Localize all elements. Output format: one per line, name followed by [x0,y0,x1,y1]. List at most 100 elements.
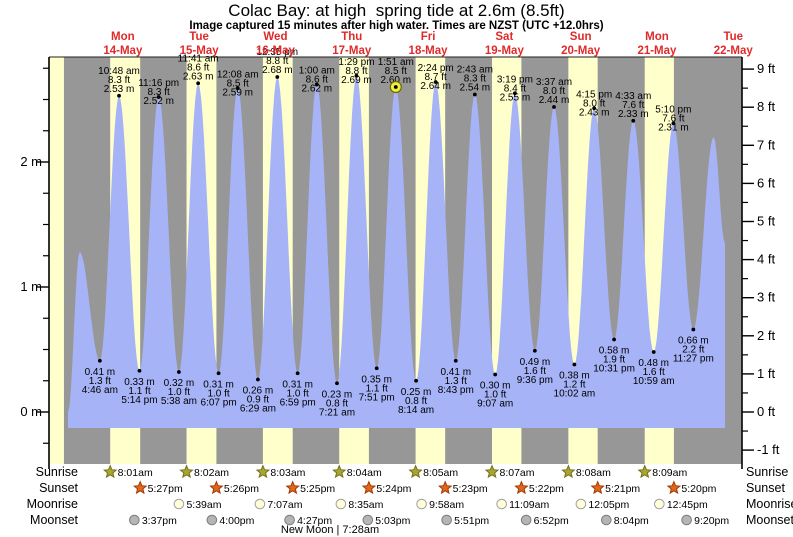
moonset-icon [362,514,374,526]
sunrise-row-label-right: Sunrise [746,465,789,479]
high-tide-annotation: 1:00 am 8.6 ft 2.62 m [299,66,335,95]
high-tide-annotation: 11:16 pm 8.3 ft 2.52 m [138,78,179,107]
high-tide-annotation: 2:24 pm 8.7 ft 2.64 m [418,63,454,92]
sunrise-time: 8:05am [423,467,458,479]
day-date: 19-May [485,45,525,57]
tide-extreme-dot [295,371,300,376]
day-date: 15-May [180,45,220,57]
moonset-icon [681,514,692,526]
chart-title: Colac Bay: at high spring tide at 2.6m (… [228,1,565,20]
sunrise-time: 8:04am [347,467,382,479]
sunrise-time: 8:03am [270,467,305,479]
day-date: 18-May [409,45,449,57]
sunset-icon [361,480,377,495]
tide-curve [68,75,725,429]
low-tide-annotation: 0.66 m 2.2 ft 11:27 pm [673,336,714,365]
sunset-time: 5:22pm [529,483,564,495]
low-tide-annotation: 0.41 m 1.3 ft 8:43 pm [438,367,474,396]
day-label: Mon 14-May [103,31,143,57]
moonset-row-label-left: Moonset [30,513,78,527]
tide-extreme-dot [374,366,379,371]
moonset-time: 5:03pm [375,515,410,527]
moonrise-time: 12:45pm [667,499,708,511]
day-label: Tue 15-May [180,31,220,57]
tide-extreme-dot [631,118,636,123]
low-tide-annotation: 0.32 m 1.0 ft 5:38 am [161,378,197,407]
high-tide-annotation: 3:19 pm 8.4 ft 2.55 m [497,74,533,103]
high-tide-annotation: 3:37 am 8.0 ft 2.44 m [536,77,572,106]
high-tide-annotation: 4:15 pm 8.0 ft 2.43 m [576,89,612,118]
day-label: Mon 21-May [637,31,677,57]
sunrise-time: 8:07am [500,467,535,479]
tide-extreme-dot [314,82,319,87]
moonrise-icon [173,498,185,510]
tide-extreme-dot [235,86,240,91]
low-tide-annotation: 0.49 m 1.6 ft 9:36 pm [517,357,553,386]
sunset-time: 5:24pm [376,483,411,495]
low-tide-annotation: 0.35 m 1.1 ft 7:51 pm [359,374,395,403]
sunset-row-label-right: Sunset [746,481,785,495]
day-label: Tue 22-May [714,31,754,57]
day-date: 22-May [714,45,754,57]
tide-extreme-dot [552,105,556,109]
tide-extreme-dot [592,106,597,111]
sunrise-icon [255,464,271,479]
tide-extreme-dot [433,80,438,84]
low-tide-annotation: 0.58 m 1.9 ft 10:31 pm [593,346,635,375]
low-tide-annotation: 0.41 m 1.3 ft 4:46 am [82,367,118,396]
right-axis-label: 4 ft [757,252,775,267]
sunset-icon [209,480,224,495]
sunrise-icon [102,464,118,479]
tide-extreme-dot [216,371,221,376]
moonrise-icon [575,498,587,510]
moonset-time: 8:04pm [614,515,649,527]
high-tide-annotation: 5:10 pm 7.6 ft 2.31 m [655,104,691,133]
tide-extreme-dot [472,92,477,97]
sunrise-time: 8:02am [194,467,229,479]
day-date: 17-May [332,45,372,57]
day-label: Wed 16-May [256,31,296,57]
low-tide-annotation: 0.31 m 1.0 ft 6:59 pm [280,379,316,408]
day-weekday: Tue [723,31,743,43]
sunset-row-label-left: Sunset [39,481,78,495]
tide-annotations: 0.41 m 1.3 ft 4:46 am 10:48 am 8.3 ft 2.53 m 0… [82,47,714,418]
chart-subtitle: Image captured 15 minutes after high wat… [189,20,604,32]
moonset-time: 6:52pm [534,515,569,527]
tide-extreme-dot [97,358,102,363]
daylight-band [49,57,64,464]
moonrise-icon [254,498,266,510]
moonset-time: 4:27pm [297,515,332,527]
tide-extreme-dot [177,370,181,374]
day-date: 16-May [256,45,296,57]
sunrise-row-label-left: Sunrise [35,465,78,479]
sunset-time: 5:26pm [224,483,259,495]
day-weekday: Fri [421,31,436,43]
tide-extreme-dot [671,121,676,126]
tide-extreme-dot [512,91,517,96]
moonrise-icon [416,498,427,510]
moonset-icon [206,514,218,526]
moonset-row-label-right: Moonset [746,513,793,527]
left-axis-label: 0 m [20,404,42,419]
sunset-time: 5:21pm [605,483,640,495]
high-tide-annotation: 10:48 am 8.3 ft 2.53 m [98,66,140,95]
day-weekday: Wed [263,31,287,43]
moonrise-row-label-left: Moonrise [26,497,78,511]
right-axis-label: -1 ft [757,442,780,457]
tide-extreme-dot [335,381,339,386]
high-tide-annotation: 12:08 am 8.5 ft 2.59 m [217,69,259,98]
day-weekday: Sat [495,31,513,43]
sunrise-time: 8:01am [118,467,153,479]
sunrise-icon [408,464,423,479]
plot-area [49,57,742,464]
moonrise-row-label-right: Moonrise [746,497,793,511]
day-label: Fri 18-May [409,31,449,57]
moonset-icon [284,514,295,526]
tide-extreme-dot [651,350,656,354]
moonrise-time: 9:58am [429,499,464,511]
day-weekday: Mon [645,31,669,43]
moonrise-icon [335,498,347,510]
day-date: 21-May [637,45,677,57]
low-tide-annotation: 0.30 m 1.0 ft 9:07 am [477,381,513,410]
right-axis-label: 7 ft [757,137,775,152]
